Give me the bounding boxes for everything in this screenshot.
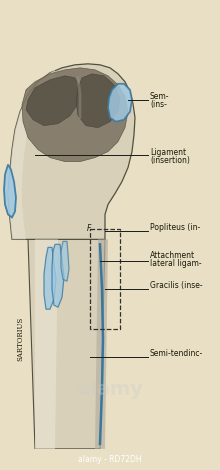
Polygon shape — [76, 74, 120, 128]
Text: lateral ligam-: lateral ligam- — [150, 259, 202, 268]
Polygon shape — [52, 244, 64, 307]
Polygon shape — [95, 239, 108, 449]
Text: Attachment: Attachment — [150, 251, 195, 260]
Polygon shape — [4, 164, 16, 218]
Polygon shape — [44, 247, 56, 309]
Polygon shape — [22, 68, 128, 162]
Text: F: F — [87, 225, 91, 234]
Text: Ligament: Ligament — [150, 148, 186, 157]
Polygon shape — [61, 242, 69, 281]
Text: Sem-: Sem- — [150, 92, 169, 101]
Polygon shape — [35, 239, 58, 449]
Text: Semi-tendinc-: Semi-tendinc- — [150, 349, 203, 358]
Text: (ins-: (ins- — [150, 100, 167, 109]
Text: Popliteus (in-: Popliteus (in- — [150, 223, 200, 233]
Polygon shape — [8, 64, 135, 239]
Text: SARTORIUS: SARTORIUS — [16, 317, 24, 361]
Polygon shape — [108, 84, 132, 122]
Text: (insertion): (insertion) — [150, 156, 190, 164]
Polygon shape — [26, 76, 80, 125]
Polygon shape — [28, 239, 105, 449]
Text: alamy: alamy — [77, 379, 143, 399]
Text: alamy - RD72DH: alamy - RD72DH — [78, 455, 142, 464]
Text: Gracilis (inse-: Gracilis (inse- — [150, 281, 203, 290]
Polygon shape — [8, 70, 55, 239]
